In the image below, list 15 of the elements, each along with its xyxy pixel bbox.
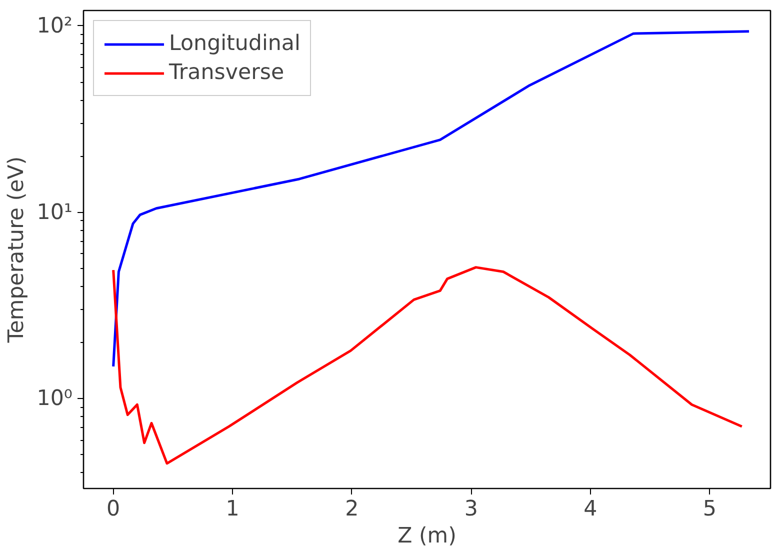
y-tick-label: 10¹ [36, 200, 73, 225]
x-tick-label: 1 [226, 496, 240, 522]
x-tick-label: 3 [464, 496, 478, 522]
legend-label: Longitudinal [169, 31, 300, 56]
y-axis-title: Temperature (eV) [4, 156, 29, 344]
x-tick-label: 5 [702, 496, 716, 522]
x-tick-label: 4 [584, 496, 598, 522]
line-series [112, 266, 744, 465]
legend-label: Transverse [169, 60, 284, 85]
y-tick-label: 10² [36, 13, 73, 38]
line-series [112, 30, 750, 368]
x-tick-label: 2 [345, 496, 359, 522]
x-axis-title: Z (m) [398, 524, 456, 548]
y-tick-label: 10⁰ [36, 386, 73, 412]
x-tick-label: 0 [106, 496, 120, 522]
